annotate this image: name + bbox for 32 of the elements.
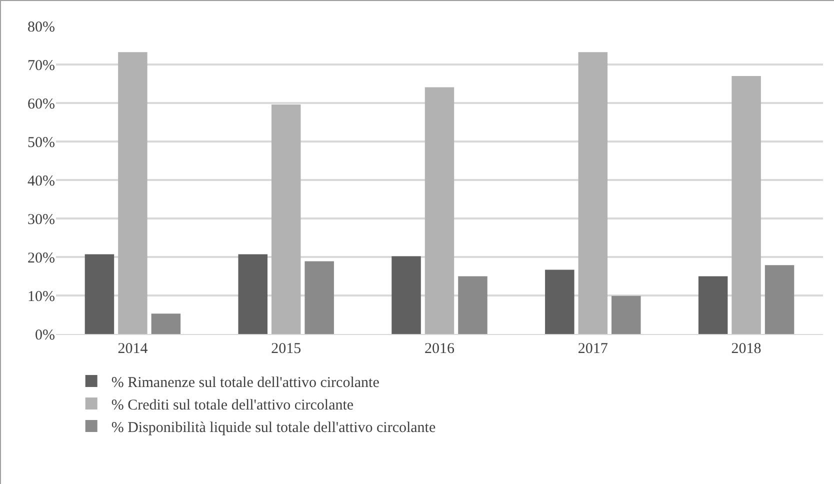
bar: [424, 87, 454, 334]
x-tick-label: 2015: [271, 341, 302, 357]
legend-label: % Disponibilità liquide sul totale dell'attivo circolante: [111, 420, 436, 436]
legend-label: % Rimanenze sul totale dell'attivo circolante: [111, 374, 380, 391]
bar: [732, 76, 761, 334]
bar: [271, 104, 301, 334]
bar: [578, 52, 608, 334]
bar: [545, 270, 574, 334]
y-tick-label: 60%: [28, 96, 55, 112]
bar: [304, 261, 334, 334]
x-tick-label: 2018: [731, 341, 762, 357]
bar: [238, 254, 268, 334]
bar: [84, 254, 114, 334]
x-tick-label: 2016: [424, 341, 455, 357]
bar: [612, 296, 641, 334]
y-tick-label: 10%: [28, 288, 55, 305]
bar: [698, 276, 728, 334]
bar: [764, 265, 794, 334]
y-tick-label: 0%: [35, 327, 55, 344]
bar: [118, 52, 148, 334]
y-tick-label: 70%: [28, 58, 55, 74]
y-tick-label: 50%: [28, 134, 55, 151]
y-tick-label: 30%: [28, 212, 55, 228]
x-tick-label: 2014: [118, 341, 148, 357]
y-tick-label: 40%: [28, 173, 55, 190]
legend-label: % Crediti sul totale dell'attivo circolante: [111, 397, 354, 414]
bar: [458, 276, 488, 334]
bar: [392, 256, 421, 334]
x-tick-label: 2017: [578, 341, 608, 357]
y-tick-label: 80%: [28, 19, 55, 36]
y-tick-label: 20%: [28, 250, 55, 266]
bar: [151, 314, 181, 334]
